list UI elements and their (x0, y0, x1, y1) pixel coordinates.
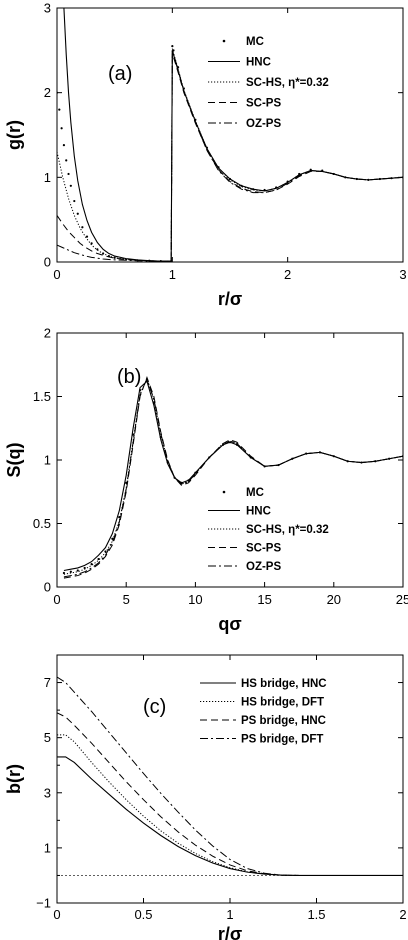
series-line-0 (57, 756, 403, 876)
y-tick-label: −1 (36, 896, 51, 911)
data-point (171, 45, 174, 48)
panel-label: (b) (117, 366, 141, 388)
data-point (58, 108, 61, 111)
legend-label: HNC (246, 57, 271, 69)
y-tick-label: 1 (44, 453, 51, 468)
chart-panel-1: 0 1 2 3 0 1 2 3 r/σ g(r) (a) MC HNC SC-HS, η*=0.32 SC-… (4, 1, 407, 310)
legend-label: SC-HS, η*=0.32 (246, 524, 329, 536)
legend-label: OZ-PS (246, 561, 281, 573)
y-tick-label: 5 (44, 730, 51, 745)
y-tick-label: 3 (44, 1, 51, 16)
data-layer (62, 375, 403, 579)
legend: HS bridge, HNC HS bridge, DFT PS bridge, H… (200, 678, 327, 746)
data-point (81, 226, 84, 229)
legend-label: OZ-PS (246, 118, 281, 130)
x-tick-label: 1 (226, 907, 233, 922)
y-axis-label: b(r) (4, 764, 24, 794)
legend-label: HS bridge, HNC (241, 678, 327, 690)
legend-label: PS bridge, HNC (241, 715, 326, 727)
series-line-4 (57, 50, 403, 262)
x-tick-label: 5 (123, 592, 130, 607)
series-line-3 (57, 676, 403, 876)
data-point (76, 212, 79, 215)
series-line-1 (57, 734, 403, 876)
x-tick-label: 2 (284, 267, 291, 282)
data-point (62, 144, 66, 147)
chart-panel-2: 0 5 10 15 20 25 0 0.5 1 1.5 2 qσ S(q) (b) MC HNC SC-HS, … (4, 326, 408, 635)
x-tick-label: 0.5 (134, 907, 152, 922)
plot-frame (56, 7, 404, 263)
y-tick-label: 1.5 (33, 389, 51, 404)
x-tick-label: 2 (399, 907, 406, 922)
legend-marker (222, 490, 226, 494)
legend-label: SC-PS (246, 98, 281, 110)
legend: MC HNC SC-HS, η*=0.32 SC-PS OZ-PS (208, 36, 329, 130)
x-axis-label: r/σ (218, 289, 242, 309)
y-tick-label: 2 (44, 326, 51, 341)
panel-label: (a) (108, 63, 132, 85)
data-point (83, 566, 86, 570)
y-tick-label: 0 (44, 580, 51, 595)
data-point (69, 184, 72, 187)
data-point (67, 172, 70, 176)
x-tick-label: 1.5 (307, 907, 325, 922)
x-tick-label: 1 (169, 267, 176, 282)
series-line-2 (57, 712, 403, 876)
y-tick-label: 0.5 (33, 516, 51, 531)
legend: MC HNC SC-HS, η*=0.32 SC-PS OZ-PS (208, 487, 329, 573)
legend-label: PS bridge, DFT (241, 734, 323, 746)
y-axis-label: S(q) (4, 443, 24, 478)
panel-label: (c) (143, 696, 166, 718)
data-point (73, 199, 76, 203)
series-line-3 (57, 54, 403, 262)
x-axis-label: qσ (218, 614, 241, 634)
y-tick-label: 1 (44, 840, 51, 855)
data-point (76, 569, 79, 572)
x-tick-label: 0 (53, 267, 60, 282)
legend-marker (222, 39, 226, 43)
series-line-1 (63, 8, 403, 262)
x-axis-label: r/σ (218, 924, 242, 940)
data-point (97, 557, 100, 561)
x-tick-label: 3 (399, 267, 406, 282)
y-tick-label: 1 (44, 170, 51, 185)
data-point (85, 235, 89, 238)
data-point (57, 91, 59, 94)
x-tick-label: 25 (396, 592, 408, 607)
y-tick-label: 3 (44, 785, 51, 800)
y-tick-label: 0 (44, 255, 51, 270)
data-point (62, 571, 66, 575)
data-point (96, 248, 99, 251)
series-line-2 (63, 377, 403, 575)
legend-label: MC (246, 36, 264, 48)
x-tick-label: 15 (257, 592, 271, 607)
legend-label: HS bridge, DFT (241, 697, 324, 709)
series-line-1 (63, 380, 403, 572)
x-tick-label: 20 (327, 592, 341, 607)
plot-frame (56, 654, 404, 904)
legend-label: MC (246, 487, 264, 499)
legend-label: SC-HS, η*=0.32 (246, 77, 329, 89)
y-axis-label: g(r) (4, 120, 24, 150)
data-layer (57, 8, 403, 262)
y-tick-label: 7 (44, 675, 51, 690)
series-line-4 (63, 377, 403, 578)
x-tick-label: 0 (53, 592, 60, 607)
y-tick-label: 2 (44, 85, 51, 100)
x-tick-label: 0 (53, 907, 60, 922)
legend-label: HNC (246, 506, 271, 518)
data-point (69, 570, 72, 573)
data-layer (57, 676, 403, 876)
x-tick-label: 10 (188, 592, 202, 607)
data-point (60, 127, 63, 130)
data-point (65, 159, 68, 162)
legend-label: SC-PS (246, 543, 281, 555)
